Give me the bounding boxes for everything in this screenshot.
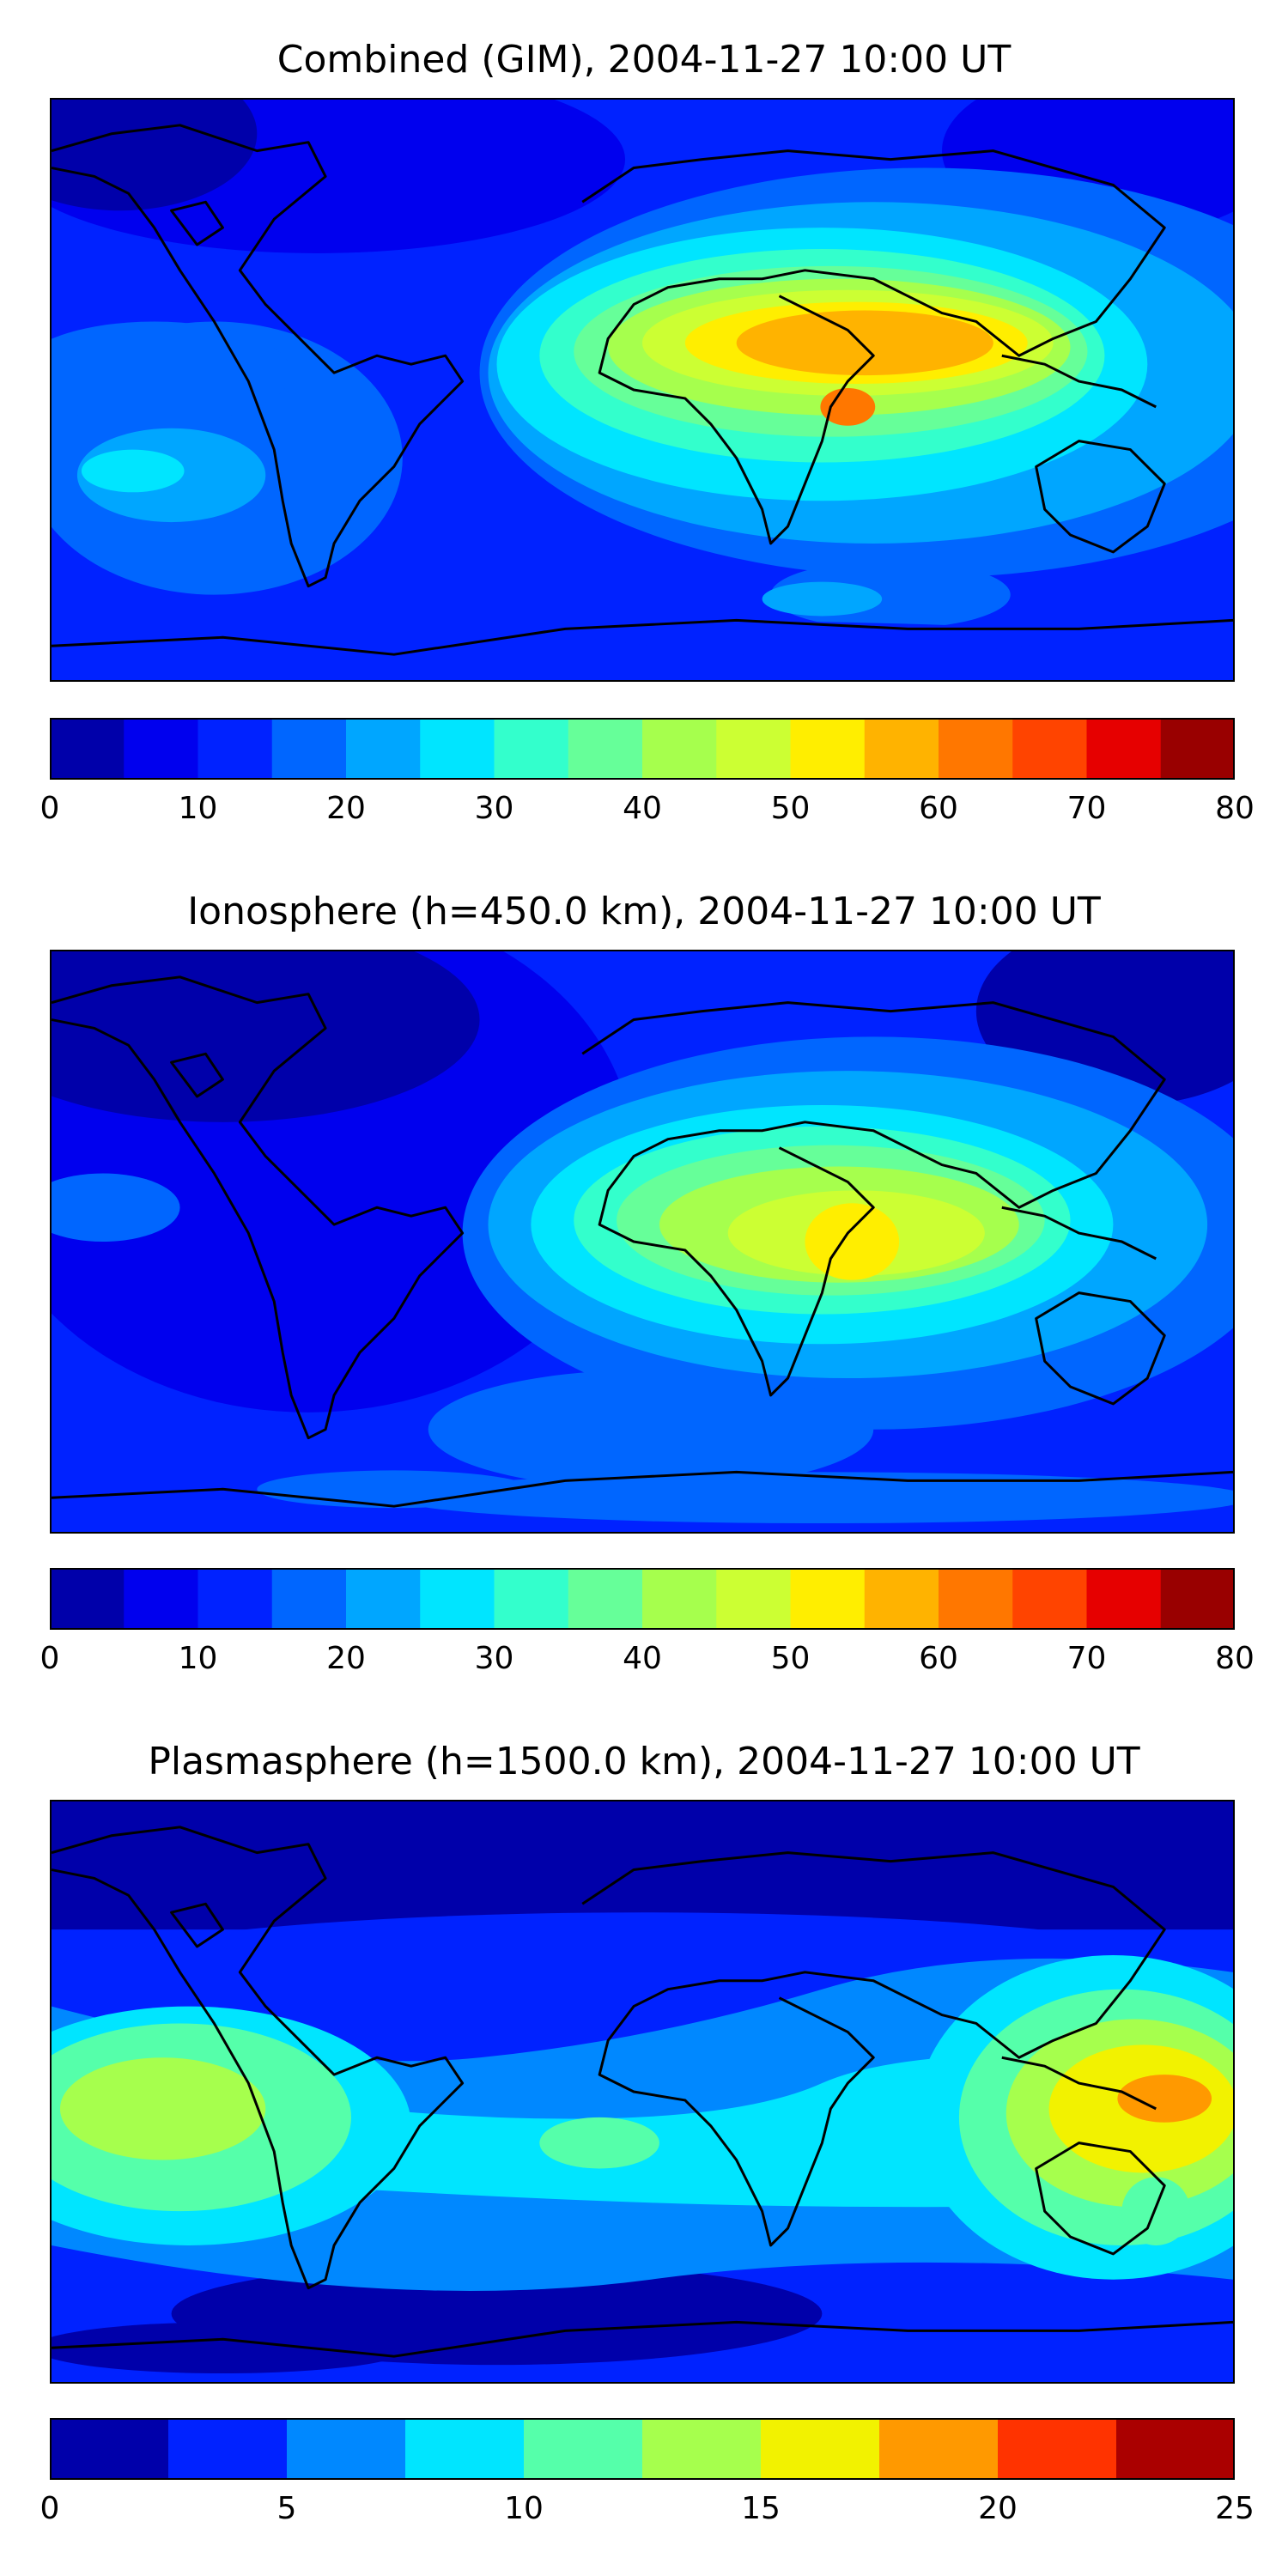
colorbar-tick-label: 10 — [178, 791, 218, 826]
colorbar-tick-label: 0 — [39, 1641, 60, 1676]
colorbar-swatch — [1116, 2418, 1235, 2480]
tec-field-combined — [52, 100, 1233, 680]
colorbar-tick-label: 5 — [276, 2491, 297, 2526]
panel-title-combined: Combined (GIM), 2004-11-27 10:00 UT — [276, 38, 1012, 82]
panel-title-plasmasphere: Plasmasphere (h=1500.0 km), 2004-11-27 1… — [148, 1740, 1140, 1783]
colorbar-swatch — [568, 718, 643, 780]
colorbar-tick-label: 20 — [326, 791, 366, 826]
colorbar-swatch — [716, 1568, 791, 1630]
colorbar-swatch — [124, 1568, 198, 1630]
colorbar-tick-label: 20 — [978, 2491, 1018, 2526]
colorbar-plasmasphere — [50, 2418, 1235, 2480]
colorbar-swatch — [420, 718, 495, 780]
colorbar-swatch — [642, 718, 717, 780]
map-combined — [50, 98, 1235, 682]
colorbar-tick-label: 15 — [741, 2491, 781, 2526]
colorbar-swatch — [287, 2418, 406, 2480]
colorbar-swatch — [761, 2418, 880, 2480]
colorbar-swatch — [524, 2418, 643, 2480]
colorbar-tick-label: 10 — [504, 2491, 544, 2526]
colorbar-swatch — [790, 1568, 866, 1630]
colorbar-swatch — [494, 718, 569, 780]
colorbar-swatch — [1086, 1568, 1162, 1630]
colorbar-tick-label: 0 — [39, 2491, 60, 2526]
colorbar-tick-label: 25 — [1215, 2491, 1255, 2526]
colorbar-swatch — [346, 718, 421, 780]
colorbar-swatch — [1160, 718, 1235, 780]
map-ionosphere — [50, 950, 1235, 1534]
tec-field-plasmasphere — [52, 1801, 1233, 2382]
colorbar-swatch — [1012, 718, 1087, 780]
colorbar-swatch — [939, 1568, 1013, 1630]
colorbar-swatch — [1160, 1568, 1235, 1630]
colorbar-tick-label: 0 — [39, 791, 60, 826]
colorbar-tick-label: 60 — [919, 1641, 958, 1676]
colorbar-border — [50, 718, 1235, 780]
colorbar-tick-label: 50 — [770, 1641, 811, 1676]
colorbar-swatch — [420, 1568, 495, 1630]
colorbar-swatches-ionosphere — [50, 1568, 1235, 1630]
colorbar-swatch — [1012, 1568, 1087, 1630]
colorbar-swatch — [50, 1568, 125, 1630]
colorbar-tick-label: 10 — [178, 1641, 218, 1676]
colorbar-swatches-plasmasphere — [50, 2418, 1235, 2480]
colorbar-swatch — [642, 1568, 717, 1630]
colorbar-swatch — [939, 718, 1013, 780]
colorbar-ionosphere — [50, 1568, 1235, 1630]
colorbar-swatch — [197, 1568, 273, 1630]
tec-field-ionosphere — [52, 951, 1233, 1532]
colorbar-swatch — [168, 2418, 288, 2480]
colorbar-tick-label: 80 — [1215, 791, 1255, 826]
colorbar-swatch — [124, 718, 198, 780]
colorbar-combined — [50, 718, 1235, 780]
colorbar-swatch — [405, 2418, 525, 2480]
colorbar-swatch — [1086, 718, 1162, 780]
colorbar-swatch — [197, 718, 273, 780]
colorbar-swatch — [271, 1568, 347, 1630]
colorbar-swatch — [864, 1568, 939, 1630]
colorbar-tick-label: 30 — [474, 1641, 514, 1676]
panel-title-ionosphere: Ionosphere (h=450.0 km), 2004-11-27 10:0… — [187, 890, 1101, 933]
colorbar-tick-label: 80 — [1215, 1641, 1255, 1676]
colorbar-tick-label: 60 — [919, 791, 958, 826]
colorbar-swatch — [50, 2418, 169, 2480]
colorbar-tick-label: 40 — [623, 791, 662, 826]
colorbar-tick-label: 50 — [770, 791, 811, 826]
colorbar-swatch — [879, 2418, 999, 2480]
colorbar-swatch — [998, 2418, 1117, 2480]
colorbar-tick-label: 40 — [623, 1641, 662, 1676]
colorbar-swatch — [50, 718, 125, 780]
colorbar-swatch — [864, 718, 939, 780]
colorbar-tick-label: 20 — [326, 1641, 366, 1676]
colorbar-swatch — [494, 1568, 569, 1630]
colorbar-swatch — [568, 1568, 643, 1630]
colorbar-swatch — [716, 718, 791, 780]
colorbar-tick-label: 70 — [1066, 791, 1107, 826]
colorbar-swatch — [790, 718, 866, 780]
colorbar-tick-label: 70 — [1066, 1641, 1107, 1676]
colorbar-swatch — [271, 718, 347, 780]
colorbar-swatch — [346, 1568, 421, 1630]
colorbar-border — [50, 1568, 1235, 1630]
colorbar-border — [50, 2418, 1235, 2480]
map-plasmasphere — [50, 1800, 1235, 2384]
colorbar-tick-label: 30 — [474, 791, 514, 826]
colorbar-swatches-combined — [50, 718, 1235, 780]
colorbar-swatch — [642, 2418, 762, 2480]
